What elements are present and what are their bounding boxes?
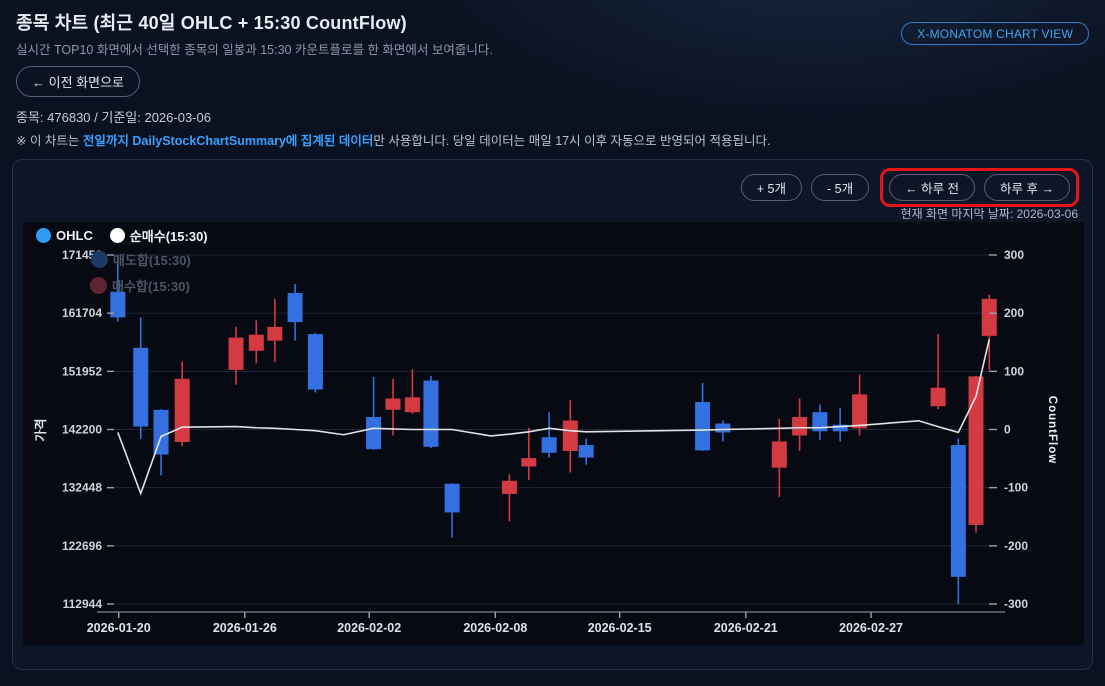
svg-text:-300: -300 — [1004, 597, 1028, 611]
svg-text:2026-02-15: 2026-02-15 — [588, 621, 652, 635]
last-visible-date-caption: 현재 화면 마지막 날짜: 2026-03-06 — [900, 207, 1078, 221]
legend-item-buysum-disabled[interactable]: 매수합(15:30) — [90, 276, 190, 295]
svg-text:200: 200 — [1004, 306, 1024, 320]
price-axis — [107, 254, 114, 605]
sellsum-legend-dot-icon — [91, 251, 108, 268]
page-subtitle: 실시간 TOP10 화면에서 선택한 종목의 일봉과 15:30 카운트플로를 … — [16, 43, 493, 57]
candlestick-series — [110, 255, 997, 604]
add-five-candles-button[interactable]: + 5개 — [740, 174, 802, 201]
data-usage-note: ※ 이 차트는 전일까지 DailyStockChartSummary에 집계된… — [16, 130, 770, 149]
countflow-axis-title: CountFlow — [1046, 396, 1058, 464]
countflow-axis — [989, 254, 997, 605]
svg-text:2026-02-02: 2026-02-02 — [337, 621, 401, 635]
legend-label: 순매수(15:30) — [129, 229, 208, 244]
svg-text:-100: -100 — [1004, 481, 1028, 495]
svg-text:2026-02-27: 2026-02-27 — [839, 621, 903, 635]
buysum-legend-dot-icon — [90, 277, 107, 294]
svg-text:132448: 132448 — [62, 481, 102, 495]
price-axis-title: 가격 — [33, 418, 48, 441]
ohlc-legend-dot-icon — [36, 228, 51, 243]
chart-canvas: 2026-01-20 2026-01-26 2026-02-02 2026-02-08… — [33, 248, 1058, 635]
svg-text:2026-02-21: 2026-02-21 — [714, 621, 778, 635]
chart-legend: OHLC 순매수(15:30) — [36, 226, 208, 245]
ohlc-countflow-chart: OHLC 순매수(15:30) 매도합(15:30) 매수합(15:30) 20… — [23, 222, 1084, 645]
svg-text:300: 300 — [1004, 248, 1024, 262]
netbuy-legend-dot-icon — [109, 228, 125, 243]
legend-label: 매도합(15:30) — [113, 253, 191, 268]
svg-text:151952: 151952 — [62, 364, 102, 378]
note-highlight: 전일까지 DailyStockChartSummary에 집계된 데이터 — [82, 134, 374, 148]
note-suffix: 만 사용합니다. 당일 데이터는 매일 17시 이후 자동으로 반영되어 적용됩… — [373, 134, 771, 148]
xmonatom-chart-view-button[interactable]: X-MONATOM CHART VIEW — [901, 22, 1089, 45]
chart-panel: + 5개 - 5개 ← 하루 전 하루 후 → 현재 화면 마지막 날짜: 20… — [12, 159, 1093, 670]
legend-item-ohlc[interactable]: OHLC — [36, 228, 93, 243]
stock-info-line: 종목: 476830 / 기준일: 2026-03-06 — [16, 110, 211, 125]
legend-item-netbuy[interactable]: 순매수(15:30) — [109, 226, 208, 245]
legend-label: OHLC — [56, 228, 93, 243]
svg-text:2026-02-08: 2026-02-08 — [463, 621, 527, 635]
x-axis — [97, 611, 1005, 618]
note-prefix: ※ 이 차트는 — [16, 134, 83, 148]
remove-five-candles-button[interactable]: - 5개 — [811, 174, 870, 201]
back-to-previous-button[interactable]: ← 이전 화면으로 — [16, 66, 140, 97]
svg-text:2026-01-20: 2026-01-20 — [87, 621, 151, 635]
svg-text:161704: 161704 — [62, 306, 102, 320]
svg-text:100: 100 — [1004, 364, 1024, 378]
page-title: 종목 차트 (최근 40일 OHLC + 15:30 CountFlow) — [16, 13, 407, 33]
legend-item-sellsum-disabled[interactable]: 매도합(15:30) — [91, 250, 191, 269]
svg-text:2026-01-26: 2026-01-26 — [213, 621, 277, 635]
svg-text:142200: 142200 — [62, 423, 102, 437]
svg-text:0: 0 — [1004, 423, 1011, 437]
next-day-button[interactable]: 하루 후 → — [984, 174, 1070, 201]
svg-text:-200: -200 — [1004, 539, 1028, 553]
countflow-line — [117, 339, 991, 496]
svg-text:112944: 112944 — [63, 597, 103, 611]
legend-label: 매수합(15:30) — [112, 279, 190, 294]
svg-text:122696: 122696 — [62, 539, 102, 553]
previous-day-button[interactable]: ← 하루 전 — [889, 174, 976, 201]
chart-controls: + 5개 - 5개 ← 하루 전 하루 후 → — [740, 168, 1079, 207]
gridlines — [109, 254, 991, 605]
red-annotation-box: ← 하루 전 하루 후 → — [880, 168, 1079, 207]
